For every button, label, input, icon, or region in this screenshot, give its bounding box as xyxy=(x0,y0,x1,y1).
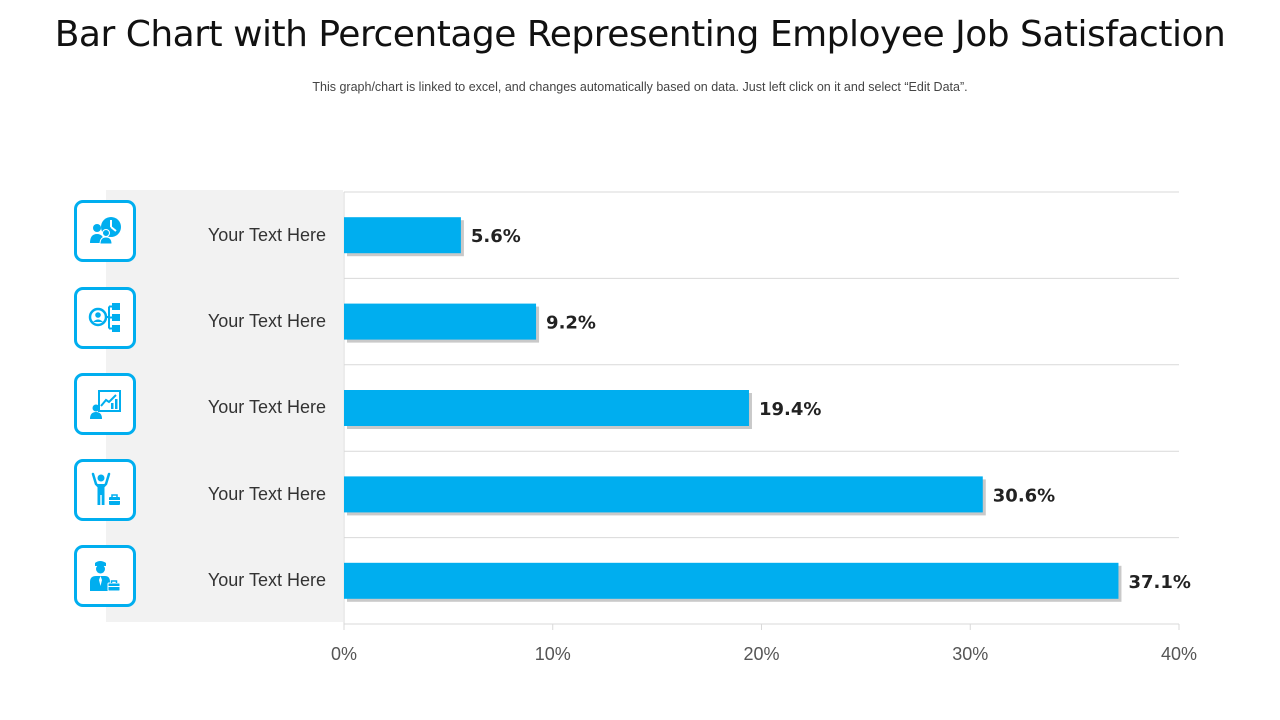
bar-1 xyxy=(344,217,461,254)
icon-box-3 xyxy=(74,373,136,435)
category-label-2: Your Text Here xyxy=(207,311,326,331)
x-tick-label-3: 30% xyxy=(952,644,988,664)
x-tick-label-1: 10% xyxy=(535,644,571,664)
icon-box-1 xyxy=(74,200,136,262)
data-label-2: 9.2% xyxy=(546,313,596,334)
bar-3 xyxy=(344,390,749,426)
businessman-briefcase-icon xyxy=(90,561,121,592)
bar-5 xyxy=(344,562,1119,599)
icon-box-2 xyxy=(74,287,136,349)
category-label-1: Your Text Here xyxy=(207,225,326,245)
icon-box-5 xyxy=(74,545,136,607)
data-label-4: 30.6% xyxy=(993,485,1055,506)
category-label-5: Your Text Here xyxy=(207,570,326,590)
category-panel xyxy=(106,190,343,622)
bar-2 xyxy=(344,303,537,340)
chart-title: Bar Chart with Percentage Representing E… xyxy=(54,14,1226,55)
team-meeting-icon xyxy=(90,217,121,245)
data-label-5: 37.1% xyxy=(1128,572,1190,593)
x-tick-label-0: 0% xyxy=(331,644,357,664)
data-label-3: 19.4% xyxy=(759,399,821,420)
celebrating-employee-icon xyxy=(91,472,120,505)
icon-box-4 xyxy=(74,459,136,521)
data-label-1: 5.6% xyxy=(471,226,521,247)
x-tick-label-2: 20% xyxy=(743,644,779,664)
growth-presentation-icon xyxy=(90,390,121,419)
org-structure-icon xyxy=(88,303,120,332)
x-tick-label-4: 40% xyxy=(1161,644,1197,664)
category-label-4: Your Text Here xyxy=(207,484,326,504)
chart-subtitle: This graph/chart is linked to excel, and… xyxy=(312,80,968,94)
category-label-3: Your Text Here xyxy=(207,397,326,417)
bar-4 xyxy=(344,476,983,513)
